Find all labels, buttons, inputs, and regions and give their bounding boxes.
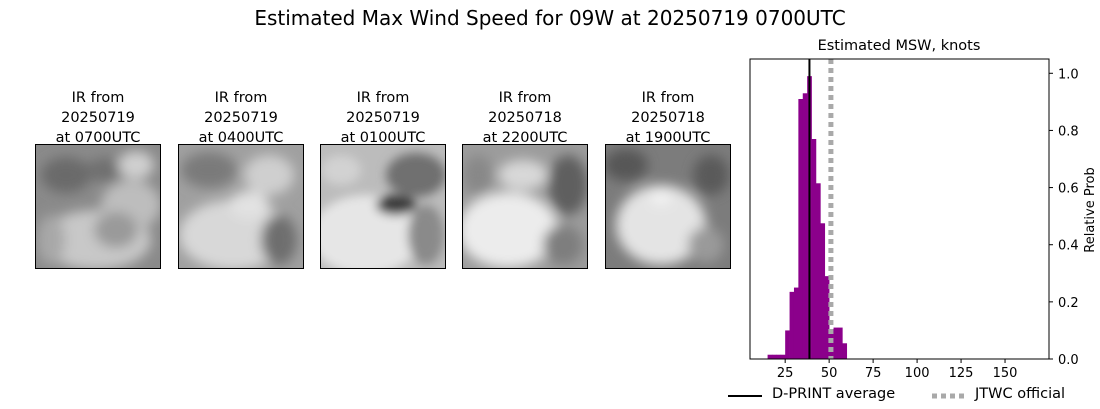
ir-panel: IR from 20250719 at 0700UTC: [35, 88, 161, 269]
page-title: Estimated Max Wind Speed for 09W at 2025…: [254, 6, 846, 30]
histogram-bar: [824, 276, 830, 359]
histogram-bar: [776, 354, 782, 359]
y-tick-label: 0.2: [1058, 296, 1079, 311]
ir-caption-date: 20250718: [631, 110, 705, 126]
ir-satellite-image: [605, 144, 731, 269]
ir-caption-time: at 0400UTC: [198, 130, 284, 146]
y-tick-label: 0.4: [1058, 239, 1079, 254]
chart-title: Estimated MSW, knots: [818, 38, 981, 54]
y-tick-label: 0.0: [1058, 353, 1079, 368]
legend-dprint-line: [728, 395, 762, 397]
y-tick-label: 1.0: [1058, 67, 1079, 82]
ir-caption: IR from 20250719 at 0700UTC: [35, 88, 161, 148]
ir-caption-time: at 0700UTC: [55, 130, 141, 146]
ir-caption: IR from 20250718 at 1900UTC: [605, 88, 731, 148]
ir-caption-line1: IR from: [356, 90, 410, 106]
ir-caption-time: at 0100UTC: [340, 130, 426, 146]
x-tick-label: 150: [993, 366, 1018, 381]
legend-dprint-label: D-PRINT average: [772, 386, 896, 402]
x-tick-label: 125: [949, 366, 974, 381]
ir-satellite-image: [35, 144, 161, 269]
ir-caption-line1: IR from: [71, 90, 125, 106]
y-tick-label: 0.6: [1058, 182, 1079, 197]
histogram-bar: [767, 354, 773, 359]
histogram-bar: [815, 183, 821, 359]
ir-caption-line1: IR from: [641, 90, 695, 106]
ir-caption-date: 20250719: [204, 110, 278, 126]
histogram-bar: [842, 343, 848, 359]
histogram-bar: [837, 327, 843, 359]
ir-satellite-image: [320, 144, 446, 269]
histogram-bar: [789, 291, 795, 359]
y-tick-label: 0.8: [1058, 124, 1079, 139]
ir-caption-date: 20250719: [346, 110, 420, 126]
ir-panel: IR from 20250718 at 1900UTC: [605, 88, 731, 269]
histogram-bar: [780, 354, 786, 359]
x-tick-label: 100: [905, 366, 930, 381]
ir-caption-line1: IR from: [214, 90, 268, 106]
histogram-bar: [798, 99, 804, 359]
ir-panel: IR from 20250719 at 0100UTC: [320, 88, 446, 269]
ir-caption-line1: IR from: [498, 90, 552, 106]
histogram-bar: [811, 139, 817, 359]
ir-caption-date: 20250719: [61, 110, 135, 126]
histogram-bar: [820, 223, 826, 359]
ir-caption-date: 20250718: [488, 110, 562, 126]
ir-caption-time: at 2200UTC: [482, 130, 568, 146]
ir-caption: IR from 20250719 at 0100UTC: [320, 88, 446, 148]
ir-satellite-image: [178, 144, 304, 269]
histogram-bar: [771, 354, 777, 359]
histogram-bar: [785, 330, 790, 359]
legend-jtwc-line: [932, 393, 966, 399]
y-axis-label: Relative Prob: [1083, 167, 1098, 252]
ir-panel: IR from 20250718 at 2200UTC: [462, 88, 588, 269]
histogram-bar: [802, 93, 808, 360]
legend-jtwc-label: JTWC official: [975, 386, 1066, 402]
histogram-bar: [829, 329, 834, 359]
histogram-bar: [833, 327, 839, 359]
x-tick-label: 75: [865, 366, 882, 381]
ir-satellite-image: [462, 144, 588, 269]
histogram-bar: [793, 287, 799, 359]
x-tick-label: 25: [777, 366, 794, 381]
ir-caption: IR from 20250718 at 2200UTC: [462, 88, 588, 148]
x-tick-label: 50: [821, 366, 838, 381]
ir-caption-time: at 1900UTC: [625, 130, 711, 146]
ir-caption: IR from 20250719 at 0400UTC: [178, 88, 304, 148]
plot-frame: [749, 58, 1050, 360]
ir-panel: IR from 20250719 at 0400UTC: [178, 88, 304, 269]
